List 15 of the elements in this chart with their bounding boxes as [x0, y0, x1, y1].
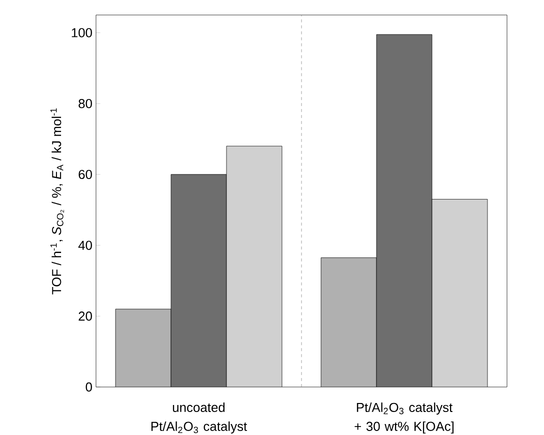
x-tick-label: Pt/Al$_{2}$O$_{3}$ catalyst + 30 wt% K[OAc]: [354, 402, 454, 434]
y-tick-label: 80: [78, 98, 92, 108]
bar: [115, 308, 172, 387]
y-tick-label: 20: [78, 312, 92, 321]
bar: [170, 174, 227, 387]
bar: [376, 34, 432, 387]
y-tick-label: 0: [86, 382, 92, 392]
y-tick-label: 60: [78, 170, 92, 180]
bar: [320, 257, 377, 387]
bar: [432, 199, 488, 387]
y-tick-label: 100: [72, 28, 92, 38]
y-tick-label: 40: [78, 240, 92, 250]
bar: [226, 146, 282, 387]
x-tick-label: uncoated Pt/Al$_{2}$O$_{3}$ catalyst: [151, 402, 248, 434]
text: TOF / h$^{-1}$, S$_{CO₂}$ / %, E$_{A}$ / kJ mol$^{-1}$: [50, 108, 64, 294]
